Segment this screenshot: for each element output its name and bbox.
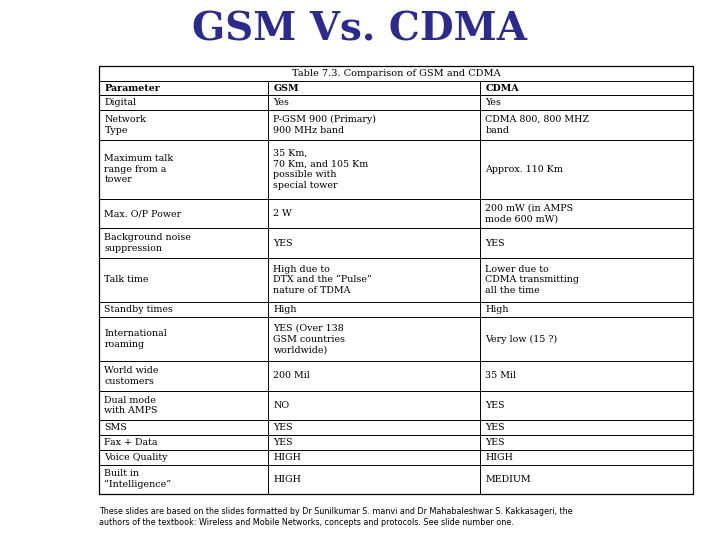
Text: Table 7.3. Comparison of GSM and CDMA: Table 7.3. Comparison of GSM and CDMA <box>292 69 500 78</box>
Text: Talk time: Talk time <box>104 275 149 285</box>
Text: 35 Km,
70 Km, and 105 Km
possible with
special tower: 35 Km, 70 Km, and 105 Km possible with s… <box>274 148 369 190</box>
Text: YES: YES <box>274 423 293 432</box>
Text: Max. O/P Power: Max. O/P Power <box>104 209 181 218</box>
Text: YES: YES <box>485 438 505 447</box>
Text: 35 Mil: 35 Mil <box>485 372 516 381</box>
Text: 200 mW (in AMPS
mode 600 mW): 200 mW (in AMPS mode 600 mW) <box>485 204 573 224</box>
Text: NO: NO <box>274 401 289 410</box>
Text: HIGH: HIGH <box>274 475 302 484</box>
Text: 200 Mil: 200 Mil <box>274 372 310 381</box>
Text: High due to
DTX and the “Pulse”
nature of TDMA: High due to DTX and the “Pulse” nature o… <box>274 265 372 295</box>
Bar <box>99 66 693 494</box>
Text: Approx. 110 Km: Approx. 110 Km <box>485 165 563 174</box>
Text: Maximum talk
range from a
tower: Maximum talk range from a tower <box>104 154 174 185</box>
Text: SMS: SMS <box>104 423 127 432</box>
Text: 2 W: 2 W <box>274 209 292 218</box>
Text: International
roaming: International roaming <box>104 329 167 349</box>
Text: GSM Vs. CDMA: GSM Vs. CDMA <box>192 11 528 49</box>
Text: Standby times: Standby times <box>104 305 174 314</box>
Text: These slides are based on the slides formatted by Dr Sunilkumar S. manvi and Dr : These slides are based on the slides for… <box>99 507 573 528</box>
Text: World wide
customers: World wide customers <box>104 366 159 386</box>
Text: Fax + Data: Fax + Data <box>104 438 158 447</box>
Text: Yes: Yes <box>485 98 501 107</box>
Text: Very low (15 ?): Very low (15 ?) <box>485 334 557 343</box>
Text: CDMA: CDMA <box>485 84 519 92</box>
Text: YES: YES <box>485 401 505 410</box>
Text: HIGH: HIGH <box>485 453 513 462</box>
Text: MEDIUM: MEDIUM <box>485 475 531 484</box>
Text: YES: YES <box>485 239 505 247</box>
Text: HIGH: HIGH <box>274 453 302 462</box>
Text: YES: YES <box>274 438 293 447</box>
Text: CDMA 800, 800 MHZ
band: CDMA 800, 800 MHZ band <box>485 115 589 135</box>
Text: Parameter: Parameter <box>104 84 160 92</box>
Text: Network
Type: Network Type <box>104 115 146 135</box>
Text: GSM: GSM <box>274 84 299 92</box>
Text: YES: YES <box>485 423 505 432</box>
Text: YES (Over 138
GSM countries
worldwide): YES (Over 138 GSM countries worldwide) <box>274 324 346 354</box>
Text: P-GSM 900 (Primary)
900 MHz band: P-GSM 900 (Primary) 900 MHz band <box>274 115 377 135</box>
Text: Background noise
suppression: Background noise suppression <box>104 233 192 253</box>
Text: High: High <box>274 305 297 314</box>
Text: YES: YES <box>274 239 293 247</box>
Text: High: High <box>485 305 509 314</box>
Text: Dual mode
with AMPS: Dual mode with AMPS <box>104 396 158 415</box>
Text: Built in
“Intelligence”: Built in “Intelligence” <box>104 469 171 489</box>
Text: Voice Quality: Voice Quality <box>104 453 168 462</box>
Text: Digital: Digital <box>104 98 137 107</box>
Text: Lower due to
CDMA transmitting
all the time: Lower due to CDMA transmitting all the t… <box>485 265 580 295</box>
Text: Yes: Yes <box>274 98 289 107</box>
